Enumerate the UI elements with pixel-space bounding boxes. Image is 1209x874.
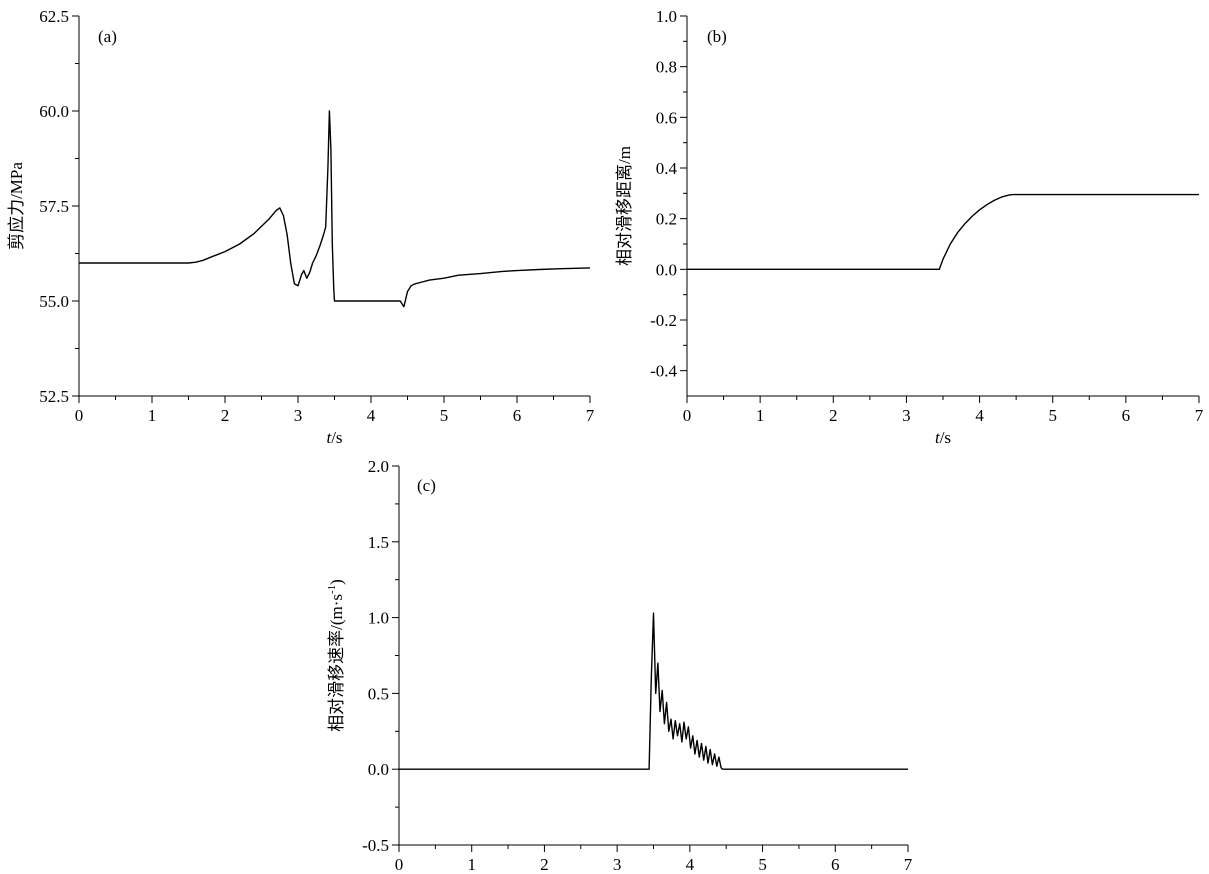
x-tick-label: 7 (586, 406, 595, 425)
x-axis-label: t/s (935, 428, 951, 447)
x-tick-label: 5 (1048, 406, 1057, 425)
y-tick-label: 0.0 (368, 760, 389, 779)
x-tick-label: 0 (75, 406, 84, 425)
series-line (687, 193, 1199, 270)
panel-label: (c) (417, 476, 436, 495)
x-tick-label: 1 (467, 855, 476, 874)
y-tick-label: -0.2 (650, 311, 677, 330)
y-axis-label: 剪应力/MPa (7, 162, 26, 250)
panel-c: 0 1 2 3 4 5 6 7 -0.5 0.0 0.5 1.0 1.5 2.0 (c) 相对滑移速率/(m·… (326, 457, 913, 874)
x-tick-label: 0 (683, 406, 692, 425)
x-tick-label: 6 (831, 855, 840, 874)
y-tick-label: 52.5 (39, 387, 69, 406)
x-tick-label: 2 (829, 406, 838, 425)
x-axis-label: t/s (326, 428, 342, 447)
x-tick-label: 7 (1195, 406, 1204, 425)
x-tick-label: 7 (904, 855, 913, 874)
panel-label: (b) (707, 27, 727, 46)
y-tick-label: 0.5 (368, 684, 389, 703)
x-tick-label: 5 (758, 855, 767, 874)
x-tick-label: 1 (148, 406, 157, 425)
x-tick-label: 3 (902, 406, 911, 425)
x-tick-label: 2 (221, 406, 230, 425)
y-tick-label: 2.0 (368, 457, 389, 476)
series-line (79, 110, 591, 308)
y-axis-label: 相对滑移距离/m (615, 146, 634, 266)
x-tick-label: 4 (367, 406, 376, 425)
y-tick-label: -0.4 (650, 362, 677, 381)
x-tick-label: 4 (686, 855, 695, 874)
panel-a: 0 1 2 3 4 5 6 7 52.5 55.0 57.5 60.0 62.5 (a) t/s 剪应力/MP… (7, 7, 595, 447)
y-tick-label: 55.0 (39, 292, 69, 311)
x-tick-label: 0 (395, 855, 404, 874)
x-tick-label: 3 (294, 406, 303, 425)
panel-b: 0 1 2 3 4 5 6 7 -0.4 -0.2 0.0 0.2 0.4 0.6 0.8 1.0 (b) t/s… (615, 7, 1204, 447)
y-tick-label: 62.5 (39, 7, 69, 26)
panel-label: (a) (98, 27, 117, 46)
x-tick-label: 5 (440, 406, 449, 425)
y-tick-label: 0.6 (656, 108, 677, 127)
y-tick-label: 57.5 (39, 197, 69, 216)
series-line (399, 612, 908, 770)
x-tick-label: 3 (613, 855, 622, 874)
y-tick-label: 60.0 (39, 102, 69, 121)
y-tick-label: 0.0 (656, 260, 677, 279)
y-tick-label: 1.0 (656, 7, 677, 26)
y-tick-label: -0.5 (362, 836, 389, 855)
y-tick-label: 1.0 (368, 609, 389, 628)
x-tick-label: 6 (513, 406, 522, 425)
x-tick-label: 1 (756, 406, 765, 425)
x-tick-label: 2 (540, 855, 549, 874)
y-tick-label: 0.2 (656, 210, 677, 229)
x-tick-label: 6 (1122, 406, 1131, 425)
y-axis-label: 相对滑移速率/(m·s-1) (326, 579, 346, 732)
x-tick-label: 4 (975, 406, 984, 425)
y-tick-label: 0.8 (656, 58, 677, 77)
y-tick-label: 1.5 (368, 533, 389, 552)
y-tick-label: 0.4 (656, 159, 678, 178)
